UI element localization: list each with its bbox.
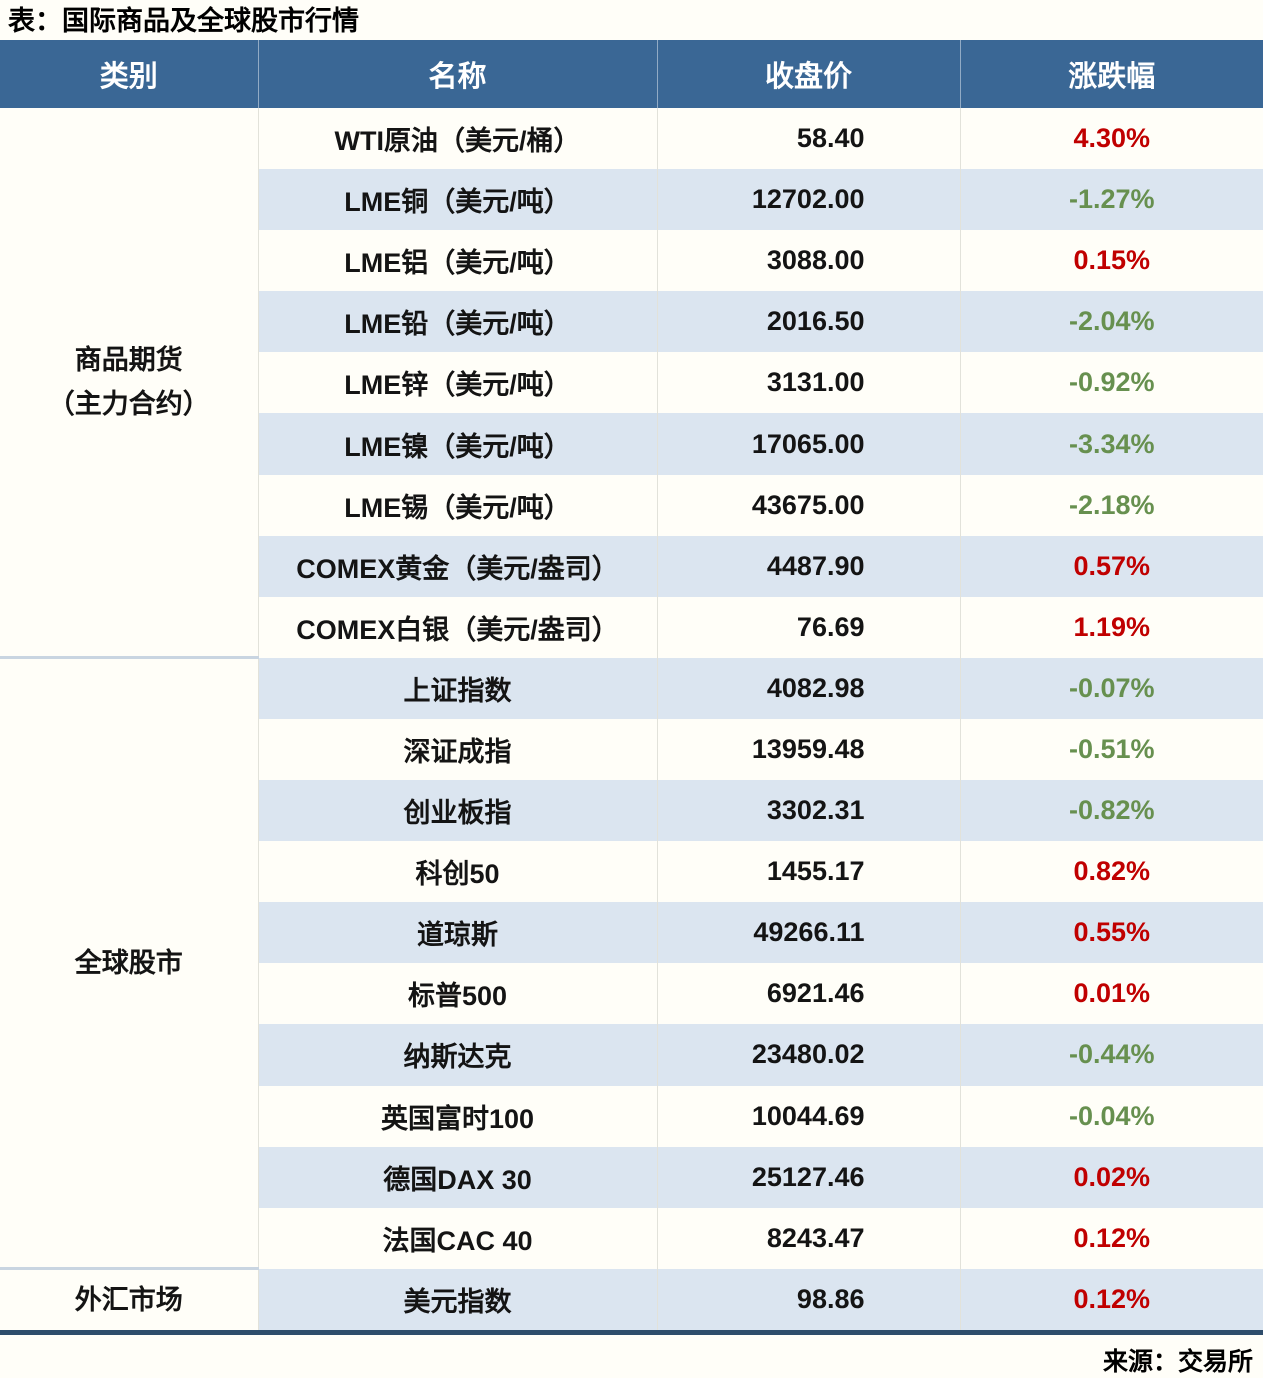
table-row: LME铜（美元/吨） 12702.00 -1.27% [0, 169, 1263, 231]
change-percent-value: -3.34% [959, 413, 1263, 475]
table-row: LME铝（美元/吨） 3088.00 0.15% [0, 230, 1263, 292]
close-price-value: 98.86 [656, 1268, 960, 1330]
table-row: 纳斯达克 23480.02 -0.44% [0, 1024, 1263, 1086]
change-percent-value: -1.27% [959, 169, 1263, 231]
instrument-name: COMEX白银（美元/盎司） [257, 596, 657, 658]
instrument-name: LME铝（美元/吨） [257, 230, 657, 292]
header-category: 类别 [0, 40, 258, 108]
change-percent-value: 0.01% [959, 963, 1263, 1025]
category-cell: 商品期货 （主力合约） [0, 108, 258, 660]
header-change-percent: 涨跌幅 [959, 40, 1263, 108]
instrument-name: 德国DAX 30 [257, 1146, 657, 1208]
close-price-value: 12702.00 [656, 169, 960, 231]
change-percent-value: -0.51% [959, 718, 1263, 781]
category-cell: 全球股市 [0, 657, 258, 1271]
change-percent-value: -2.04% [959, 291, 1263, 353]
change-percent-value: 1.19% [959, 596, 1263, 658]
close-price-value: 10044.69 [656, 1085, 960, 1147]
instrument-name: 纳斯达克 [257, 1024, 657, 1086]
instrument-name: 法国CAC 40 [257, 1207, 657, 1269]
change-percent-value: 0.02% [959, 1146, 1263, 1208]
change-percent-value: 4.30% [959, 108, 1263, 170]
category-label: 外汇市场 [74, 1285, 183, 1316]
category-label: 全球股市 [74, 948, 183, 979]
close-price-value: 23480.02 [656, 1024, 960, 1086]
instrument-name: WTI原油（美元/桶） [257, 108, 657, 170]
table-row: LME铅（美元/吨） 2016.50 -2.04% [0, 291, 1263, 353]
close-price-value: 76.69 [656, 596, 960, 658]
instrument-name: LME铜（美元/吨） [257, 169, 657, 231]
table-row: 商品期货 （主力合约） WTI原油（美元/桶） 58.40 4.30% [0, 108, 1263, 660]
instrument-name: 深证成指 [257, 718, 657, 781]
close-price-value: 4082.98 [656, 657, 960, 719]
source-label: 来源：交易所 [1102, 1347, 1253, 1376]
change-percent-value: 0.57% [959, 535, 1263, 597]
change-percent-value: -0.82% [959, 780, 1263, 842]
close-price-value: 8243.47 [656, 1207, 960, 1269]
close-price-value: 1455.17 [656, 841, 960, 903]
table-row: 深证成指 13959.48 -0.51% [0, 718, 1263, 781]
table-row: 创业板指 3302.31 -0.82% [0, 780, 1263, 842]
table-row: 标普500 6921.46 0.01% [0, 963, 1263, 1025]
table-row: 英国富时100 10044.69 -0.04% [0, 1085, 1263, 1147]
instrument-name: COMEX黄金（美元/盎司） [257, 535, 657, 597]
instrument-name: LME铅（美元/吨） [257, 291, 657, 353]
header-row: 类别 名称 收盘价 涨跌幅 [0, 40, 1263, 108]
category-label: （主力合约） [47, 389, 210, 420]
table-row: COMEX白银（美元/盎司） 76.69 1.19% [0, 596, 1263, 658]
close-price-value: 2016.50 [656, 291, 960, 353]
instrument-name: LME锌（美元/吨） [257, 352, 657, 414]
instrument-name: 科创50 [257, 841, 657, 903]
category-cell: 外汇市场 [0, 1268, 258, 1330]
table-row: LME锡（美元/吨） 43675.00 -2.18% [0, 474, 1263, 536]
header-name: 名称 [257, 40, 657, 108]
close-price-value: 49266.11 [656, 902, 960, 964]
close-price-value: 25127.46 [656, 1146, 960, 1208]
change-percent-value: -0.44% [959, 1024, 1263, 1086]
change-percent-value: -0.92% [959, 352, 1263, 414]
table-row: LME镍（美元/吨） 17065.00 -3.34% [0, 413, 1263, 475]
close-price-value: 43675.00 [656, 474, 960, 536]
change-percent-value: 0.15% [959, 230, 1263, 292]
instrument-name: 标普500 [257, 963, 657, 1025]
table-row: 外汇市场 美元指数 98.86 0.12% [0, 1268, 1263, 1330]
instrument-name: LME镍（美元/吨） [257, 413, 657, 475]
instrument-name: LME锡（美元/吨） [257, 474, 657, 536]
change-percent-value: 0.12% [959, 1268, 1263, 1330]
close-price-value: 4487.90 [656, 535, 960, 597]
instrument-name: 上证指数 [257, 657, 657, 719]
change-percent-value: -2.18% [959, 474, 1263, 536]
table-row: 全球股市 上证指数 4082.98 -0.07% [0, 657, 1263, 1271]
instrument-name: 美元指数 [257, 1268, 657, 1330]
table-row: COMEX黄金（美元/盎司） 4487.90 0.57% [0, 535, 1263, 597]
close-price-value: 3302.31 [656, 780, 960, 842]
change-percent-value: 0.12% [959, 1207, 1263, 1269]
table-row: 科创50 1455.17 0.82% [0, 841, 1263, 903]
close-price-value: 58.40 [656, 108, 960, 170]
instrument-name: 英国富时100 [257, 1085, 657, 1147]
table-title: 表：国际商品及全球股市行情 [8, 6, 359, 36]
category-label: 商品期货 [74, 345, 183, 376]
table-bottom-border [0, 1329, 1263, 1335]
instrument-name: 创业板指 [257, 780, 657, 842]
change-percent-value: 0.55% [959, 902, 1263, 964]
change-percent-value: 0.82% [959, 841, 1263, 903]
change-percent-value: -0.07% [959, 657, 1263, 719]
table-row: 法国CAC 40 8243.47 0.12% [0, 1207, 1263, 1269]
change-percent-value: -0.04% [959, 1085, 1263, 1147]
table-row: 道琼斯 49266.11 0.55% [0, 902, 1263, 964]
header-close-price: 收盘价 [656, 40, 960, 108]
table-row: 德国DAX 30 25127.46 0.02% [0, 1146, 1263, 1208]
table-row: LME锌（美元/吨） 3131.00 -0.92% [0, 352, 1263, 414]
close-price-value: 17065.00 [656, 413, 960, 475]
close-price-value: 6921.46 [656, 963, 960, 1025]
close-price-value: 3131.00 [656, 352, 960, 414]
quotes-table: 类别 名称 收盘价 涨跌幅 商品期货 （主力合约） WTI原油（美元/桶） 58.4… [0, 40, 1263, 1330]
instrument-name: 道琼斯 [257, 902, 657, 964]
close-price-value: 3088.00 [656, 230, 960, 292]
close-price-value: 13959.48 [656, 718, 960, 781]
